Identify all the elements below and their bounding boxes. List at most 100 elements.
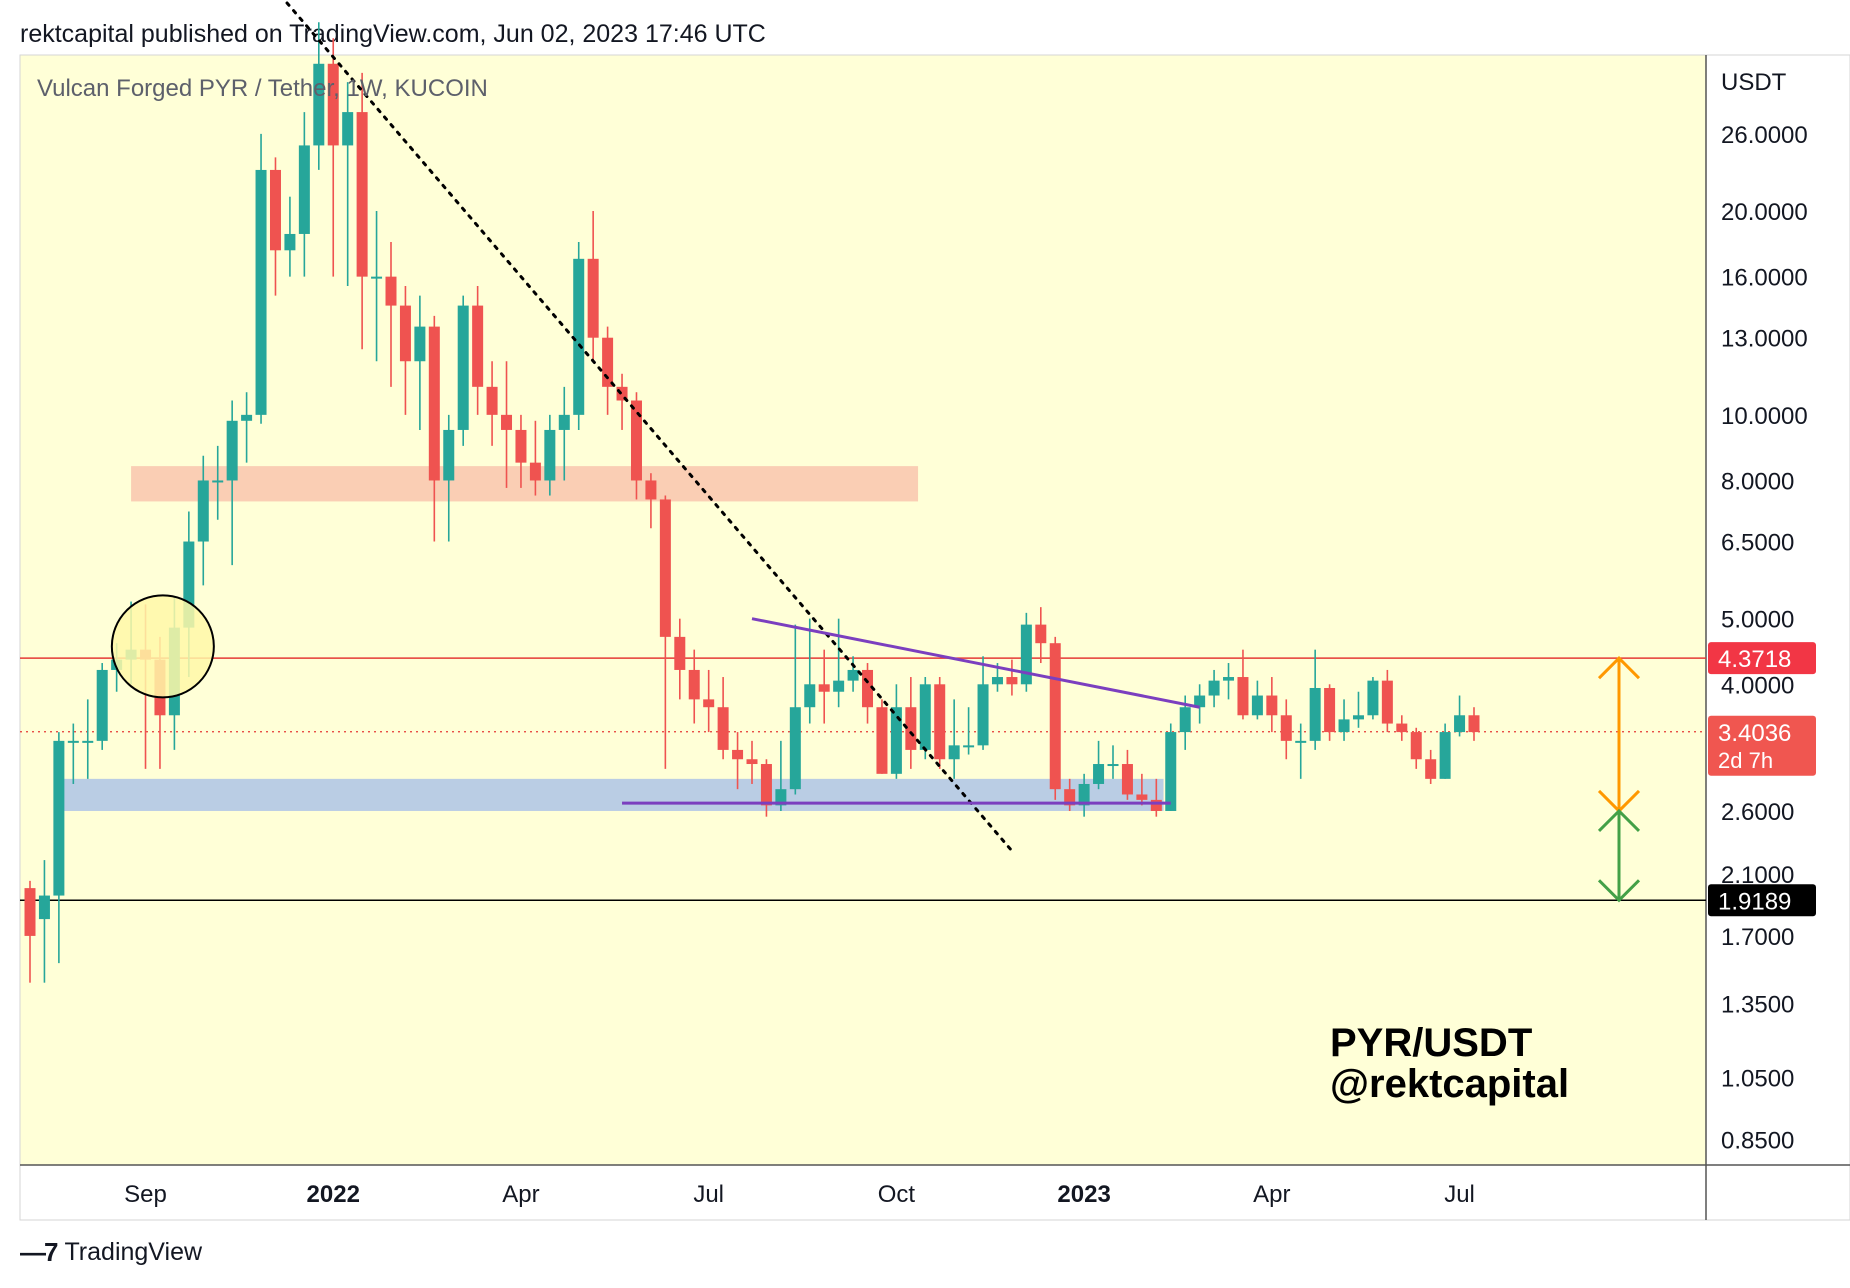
candle[interactable] xyxy=(630,392,642,500)
candle[interactable] xyxy=(1020,612,1032,692)
candle[interactable] xyxy=(558,386,570,481)
candle[interactable] xyxy=(1280,699,1292,760)
candle[interactable] xyxy=(1295,723,1307,779)
candle[interactable] xyxy=(342,82,354,286)
candle[interactable] xyxy=(587,211,599,362)
candle[interactable] xyxy=(1006,659,1018,696)
candle[interactable] xyxy=(241,392,253,463)
candle[interactable] xyxy=(905,677,917,769)
candle[interactable] xyxy=(746,740,758,784)
candle[interactable] xyxy=(212,445,224,520)
candle[interactable] xyxy=(414,295,426,430)
candle[interactable] xyxy=(760,759,772,817)
candle[interactable] xyxy=(847,656,859,692)
candle[interactable] xyxy=(1165,723,1177,811)
candle[interactable] xyxy=(862,663,874,724)
candle[interactable] xyxy=(327,38,339,277)
candle[interactable] xyxy=(818,649,830,724)
candle[interactable] xyxy=(659,495,671,769)
candle[interactable] xyxy=(356,72,368,350)
candle[interactable] xyxy=(399,285,411,415)
candle[interactable] xyxy=(963,707,975,755)
candle[interactable] xyxy=(443,414,455,542)
candle[interactable] xyxy=(688,649,700,724)
candle[interactable] xyxy=(82,699,94,779)
candle[interactable] xyxy=(1439,723,1451,779)
candle[interactable] xyxy=(1410,727,1422,769)
candle[interactable] xyxy=(371,211,383,362)
candle[interactable] xyxy=(1194,684,1206,724)
candle[interactable] xyxy=(1093,740,1105,790)
candle[interactable] xyxy=(703,669,715,733)
candle-body xyxy=(732,749,744,760)
candle[interactable] xyxy=(284,196,296,277)
candle[interactable] xyxy=(428,315,440,542)
candle[interactable] xyxy=(385,242,397,387)
candle[interactable] xyxy=(977,656,989,750)
candle[interactable] xyxy=(298,112,310,277)
candle[interactable] xyxy=(804,618,816,724)
candle[interactable] xyxy=(1107,745,1119,779)
candle[interactable] xyxy=(96,663,108,750)
candle[interactable] xyxy=(1223,663,1235,700)
candle[interactable] xyxy=(934,677,946,769)
candle[interactable] xyxy=(1049,636,1061,800)
candle[interactable] xyxy=(876,699,888,774)
candle[interactable] xyxy=(226,400,238,566)
candle-body xyxy=(645,480,657,500)
candle[interactable] xyxy=(948,699,960,779)
candle[interactable] xyxy=(544,414,556,496)
price-chart[interactable]: 26.0000 20.0000 16.0000 13.0000 10.0000 8.000… xyxy=(0,0,1850,1230)
candle[interactable] xyxy=(1136,773,1148,806)
candle[interactable] xyxy=(1266,677,1278,733)
candle[interactable] xyxy=(1309,649,1321,750)
candle[interactable] xyxy=(573,242,585,430)
candle[interactable] xyxy=(789,624,801,795)
candle[interactable] xyxy=(472,285,484,415)
candle[interactable] xyxy=(775,740,787,811)
candle[interactable] xyxy=(1078,773,1090,817)
candle[interactable] xyxy=(732,732,744,790)
candle[interactable] xyxy=(616,373,628,430)
candle[interactable] xyxy=(890,684,902,779)
candle[interactable] xyxy=(1396,715,1408,741)
candle[interactable] xyxy=(1208,669,1220,708)
candle[interactable] xyxy=(645,473,657,529)
candle[interactable] xyxy=(501,361,513,488)
candle[interactable] xyxy=(486,361,498,446)
candle[interactable] xyxy=(457,295,469,446)
candle[interactable] xyxy=(515,414,527,488)
x-tick-label: 2023 xyxy=(1057,1181,1110,1208)
candle[interactable] xyxy=(1468,707,1480,741)
candle[interactable] xyxy=(197,455,209,586)
candle[interactable] xyxy=(1338,699,1350,741)
candle-body xyxy=(833,680,845,692)
candle[interactable] xyxy=(1035,607,1047,664)
candle[interactable] xyxy=(255,133,267,424)
candle[interactable] xyxy=(602,326,614,415)
candle[interactable] xyxy=(919,677,931,760)
candle[interactable] xyxy=(717,677,729,760)
candle-body xyxy=(82,740,94,743)
candle[interactable] xyxy=(53,732,65,964)
candle[interactable] xyxy=(67,723,79,784)
price-axis-unit: USDT xyxy=(1721,69,1787,96)
candle[interactable] xyxy=(674,618,686,700)
candle[interactable] xyxy=(529,420,541,496)
candle[interactable] xyxy=(1324,684,1336,741)
candle[interactable] xyxy=(833,618,845,708)
candle[interactable] xyxy=(1251,680,1263,720)
candle[interactable] xyxy=(1425,749,1437,784)
candle[interactable] xyxy=(38,860,50,983)
candle[interactable] xyxy=(1352,691,1364,728)
candle[interactable] xyxy=(1454,695,1466,737)
candle[interactable] xyxy=(1064,778,1076,811)
candle[interactable] xyxy=(1367,677,1379,720)
candle[interactable] xyxy=(1237,649,1249,720)
candle[interactable] xyxy=(313,22,325,170)
candle[interactable] xyxy=(1121,749,1133,800)
candle[interactable] xyxy=(1381,669,1393,733)
candle[interactable] xyxy=(24,880,36,983)
candle[interactable] xyxy=(269,157,281,296)
candle[interactable] xyxy=(1150,778,1162,817)
